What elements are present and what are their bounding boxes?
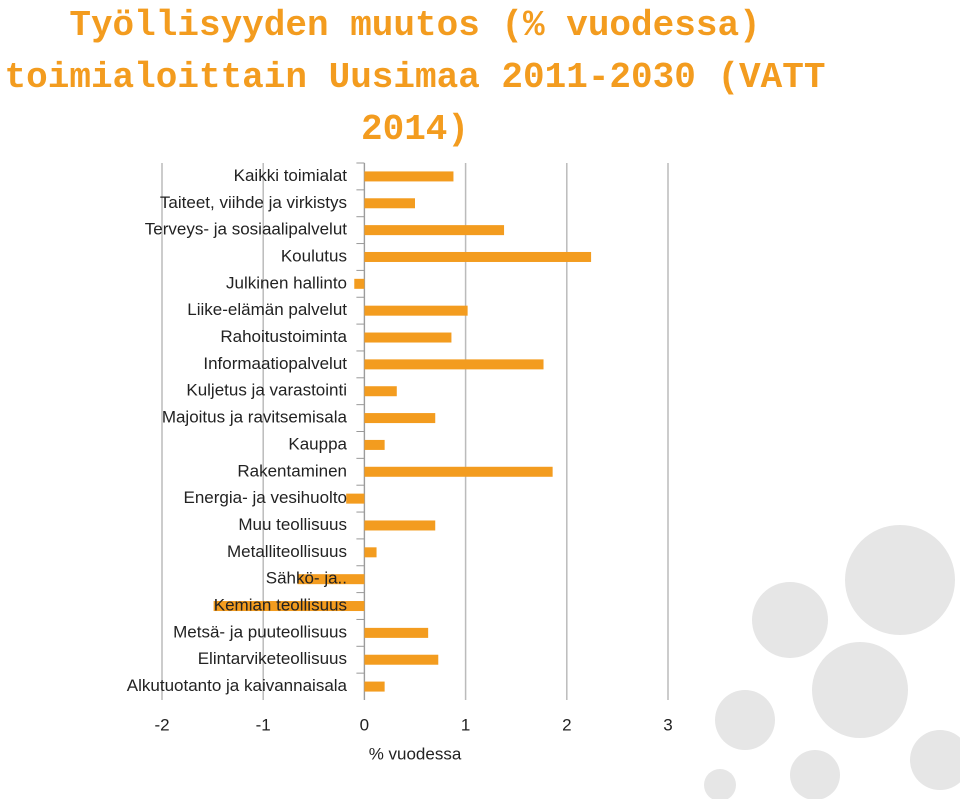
y-tick-label: Metsä- ja puuteollisuus xyxy=(173,622,347,641)
y-tick-label: Majoitus ja ravitsemisala xyxy=(162,408,348,427)
bar xyxy=(364,198,415,209)
x-tick-label: 1 xyxy=(461,715,470,734)
y-tick-label: Informaatiopalvelut xyxy=(203,354,347,373)
bar xyxy=(346,493,365,504)
y-tick-label: Julkinen hallinto xyxy=(226,273,347,292)
y-tick-label: Elintarviketeollisuus xyxy=(198,649,347,668)
y-tick-label: Alkutuotanto ja kaivannaisala xyxy=(127,676,348,695)
bar xyxy=(364,359,544,370)
bar xyxy=(364,627,429,638)
bar xyxy=(364,225,505,236)
y-tick-label: Liike-elämän palvelut xyxy=(187,300,347,319)
y-tick-label: Energia- ja vesihuolto xyxy=(184,488,347,507)
y-tick-label: Kuljetus ja varastointi xyxy=(186,381,347,400)
y-tick-label: Kaikki toimialat xyxy=(234,166,348,185)
bar xyxy=(364,305,468,316)
y-tick-label: Kemian teollisuus xyxy=(214,596,347,615)
bar xyxy=(364,171,454,182)
bar xyxy=(364,547,377,558)
bar xyxy=(364,654,439,665)
bar xyxy=(354,278,365,289)
x-tick-label: 2 xyxy=(562,715,571,734)
bar xyxy=(364,681,385,692)
y-tick-label: Sähkö- ja.. xyxy=(266,569,347,588)
bar xyxy=(213,601,365,612)
bar xyxy=(297,574,365,585)
y-tick-label: Terveys- ja sosiaalipalvelut xyxy=(145,220,347,239)
y-tick-label: Taiteet, viihde ja virkistys xyxy=(160,193,347,212)
y-tick-label: Koulutus xyxy=(281,246,347,265)
y-tick-label: Metalliteollisuus xyxy=(227,542,347,561)
bar xyxy=(364,332,452,343)
bar xyxy=(364,466,553,477)
x-tick-label: 3 xyxy=(663,715,672,734)
bar xyxy=(364,386,397,397)
y-tick-label: Rakentaminen xyxy=(237,461,347,480)
x-tick-label: -1 xyxy=(256,715,271,734)
x-tick-label: -2 xyxy=(154,715,169,734)
bar xyxy=(364,251,592,262)
bar xyxy=(364,439,385,450)
x-tick-label: 0 xyxy=(360,715,369,734)
chart-title: Työllisyyden muutos (% vuodessa) toimial… xyxy=(4,5,826,150)
bar xyxy=(364,520,436,531)
y-tick-label: Kauppa xyxy=(288,434,347,453)
x-axis-title: % vuodessa xyxy=(369,744,462,763)
bar xyxy=(364,413,436,424)
y-tick-label: Muu teollisuus xyxy=(238,515,347,534)
decoration xyxy=(704,525,960,799)
y-tick-label: Rahoitustoiminta xyxy=(220,327,347,346)
